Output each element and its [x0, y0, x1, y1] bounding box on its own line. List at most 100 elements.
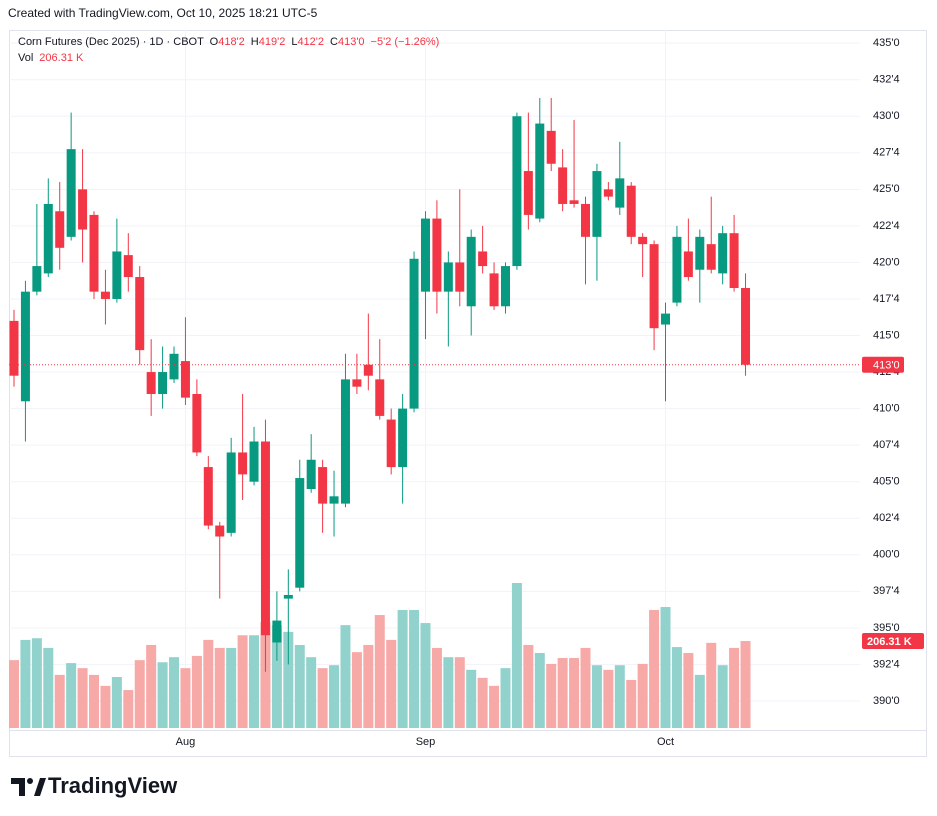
y-tick-label: 422'4 — [873, 220, 900, 232]
volume-bar — [386, 639, 397, 728]
legend-change: −5'2 (−1.26%) — [371, 36, 440, 48]
candle-body — [283, 594, 293, 599]
volume-bar — [534, 652, 545, 728]
volume-bar — [466, 669, 477, 728]
volume-bar — [249, 635, 260, 728]
candle-body — [535, 123, 545, 219]
candle-body — [272, 620, 282, 643]
candle-body — [135, 277, 145, 351]
volume-bar — [294, 644, 305, 728]
candle-body — [123, 255, 133, 278]
candle-body — [192, 393, 202, 453]
volume-bar — [77, 668, 88, 728]
volume-bar — [477, 677, 488, 728]
volume-bar — [660, 607, 671, 728]
candle-body — [112, 251, 122, 299]
volume-bar — [717, 665, 728, 728]
y-tick-label: 425'0 — [873, 183, 900, 195]
candle-body — [672, 236, 682, 303]
volume-bar — [214, 647, 225, 728]
volume-bar — [146, 644, 157, 728]
chart-title: Corn Futures (Dec 2025) · 1D · CBOT — [18, 36, 204, 48]
x-tick-label: Aug — [176, 736, 196, 748]
volume-bar — [191, 655, 202, 728]
volume-bar — [557, 658, 568, 728]
volume-bar — [260, 622, 271, 728]
legend-label: L — [291, 36, 297, 48]
volume-bar — [397, 609, 408, 728]
candle-body — [523, 171, 533, 215]
y-tick-label: 390'0 — [873, 695, 900, 707]
candle-body — [558, 167, 568, 204]
candle-body — [638, 236, 648, 245]
candle-body — [203, 467, 213, 526]
last-price-tag — [862, 356, 904, 373]
frame — [9, 30, 927, 757]
candle-body — [386, 419, 396, 468]
candle-body — [249, 441, 259, 482]
volume-bar — [706, 642, 717, 728]
volume-bar — [511, 583, 522, 728]
candle-body — [43, 203, 53, 274]
volume-bar — [489, 685, 500, 728]
volume-bar — [89, 674, 100, 728]
candle-body — [89, 214, 99, 292]
candle-body — [695, 236, 705, 270]
candle-body — [78, 189, 88, 230]
candle-body — [420, 218, 430, 292]
volume-bar — [31, 638, 42, 728]
volume-bar — [683, 652, 694, 728]
volume-bar — [340, 625, 351, 728]
candle-body — [375, 379, 385, 416]
candle-body — [626, 185, 636, 237]
volume-bar — [374, 615, 385, 728]
y-tick-label: 400'0 — [873, 549, 900, 561]
volume-bar — [100, 685, 111, 728]
volume-bar — [500, 668, 511, 728]
x-tick-label: Oct — [657, 736, 674, 748]
volume-title: Vol — [18, 52, 33, 64]
y-tick-label: 427'4 — [873, 147, 900, 159]
legend-label: O — [210, 36, 219, 48]
volume-bar — [123, 690, 134, 728]
candle-body — [569, 200, 579, 204]
candle-body — [706, 244, 716, 270]
volume-bar — [363, 644, 374, 728]
candle-body — [546, 130, 556, 164]
volume-bar — [409, 609, 420, 728]
logo-mark — [11, 778, 25, 796]
candle-body — [32, 266, 42, 292]
volume-bar — [649, 609, 660, 728]
candle-body — [306, 459, 316, 489]
volume-bar — [591, 665, 602, 728]
legend-line: Corn Futures (Dec 2025) · 1D · CBOT O418'… — [18, 36, 439, 48]
volume-bar — [306, 657, 317, 728]
volume-bar — [134, 660, 145, 728]
candle-body — [432, 218, 442, 292]
logo-dot — [27, 778, 33, 784]
volume-bar — [420, 623, 431, 728]
volume-bar — [329, 665, 340, 728]
candle-body — [512, 116, 522, 267]
volume-bar — [237, 635, 248, 728]
legend-label: H — [251, 36, 259, 48]
volume-bar — [626, 679, 637, 728]
candle-body — [409, 258, 419, 409]
candle-body — [489, 273, 499, 307]
volume-bar — [454, 657, 465, 728]
last-price-label: 413'0 — [873, 360, 900, 372]
candle-body — [603, 189, 613, 197]
legend-label: C — [330, 36, 338, 48]
candle-body — [215, 525, 225, 537]
y-tick-label: 435'0 — [873, 37, 900, 49]
volume-bar — [317, 668, 328, 728]
candle-body — [466, 236, 476, 307]
legend-value: 419'2 — [259, 36, 286, 48]
volume-bar — [671, 647, 682, 728]
candle-body — [100, 291, 110, 299]
price-axis: 435'0 432'4 430'0 427'4 425'0 422'4 420'0 417'4… — [862, 37, 924, 707]
volume-bar — [203, 639, 214, 728]
volume-tag — [862, 633, 924, 650]
volume-bar — [603, 669, 614, 728]
